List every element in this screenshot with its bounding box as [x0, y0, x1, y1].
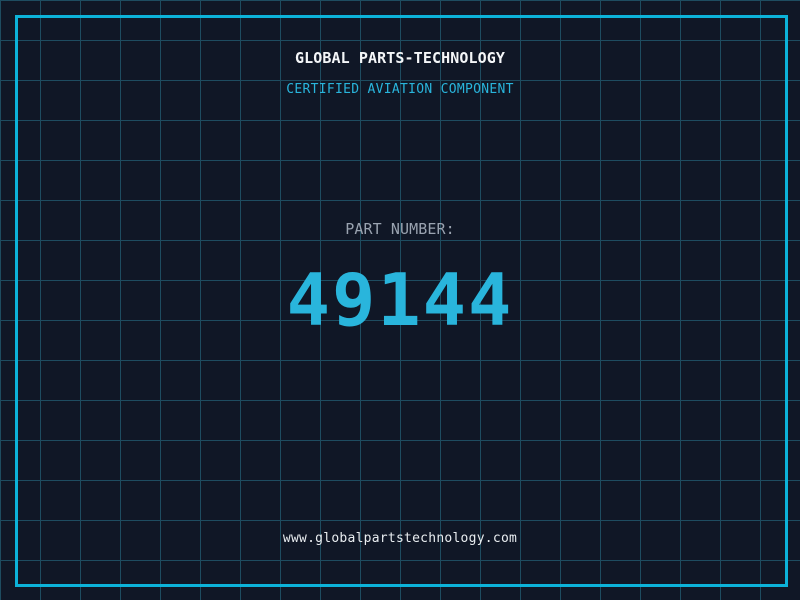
page-title: GLOBAL PARTS-TECHNOLOGY: [294, 49, 505, 67]
part-number-label: PART NUMBER:: [345, 220, 455, 238]
border-frame: [15, 15, 788, 587]
website-url: www.globalpartstechnology.com: [282, 531, 518, 546]
part-number-value: 49144: [286, 258, 514, 342]
page-subtitle: CERTIFIED AVIATION COMPONENT: [286, 82, 514, 97]
